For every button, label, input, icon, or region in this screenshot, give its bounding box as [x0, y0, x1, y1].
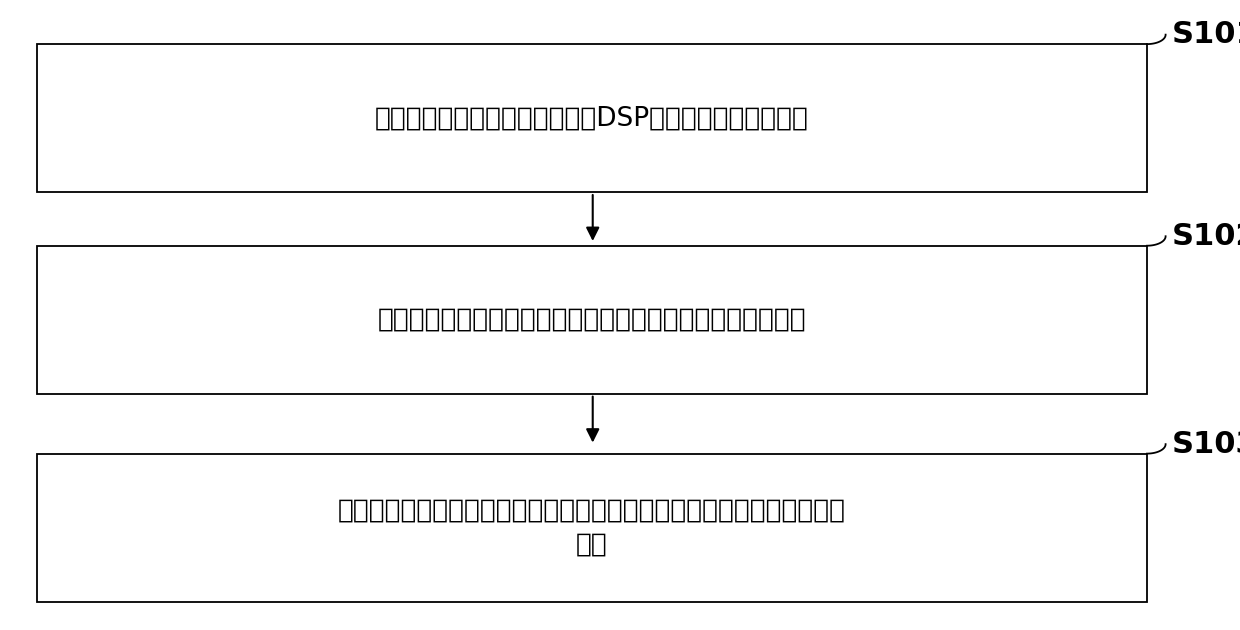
Text: S101: S101: [1172, 20, 1240, 49]
Bar: [37, 44, 1147, 192]
Bar: [37, 454, 1147, 602]
Text: 功能: 功能: [577, 532, 608, 558]
Text: S102: S102: [1172, 222, 1240, 251]
Bar: [37, 246, 1147, 394]
Text: S103: S103: [1172, 430, 1240, 459]
Text: 针对多核处理器，确定基于多核DSP的图像压缩并行化模块: 针对多核处理器，确定基于多核DSP的图像压缩并行化模块: [376, 105, 808, 131]
Text: 基于并行图像压缩模块进行容错设计，确定异步冗余容错模型: 基于并行图像压缩模块进行容错设计，确定异步冗余容错模型: [378, 307, 806, 333]
Text: 根据设计的冗余容错模型，对原有并行图像压缩系统进行调整，加入容错: 根据设计的冗余容错模型，对原有并行图像压缩系统进行调整，加入容错: [339, 497, 846, 524]
